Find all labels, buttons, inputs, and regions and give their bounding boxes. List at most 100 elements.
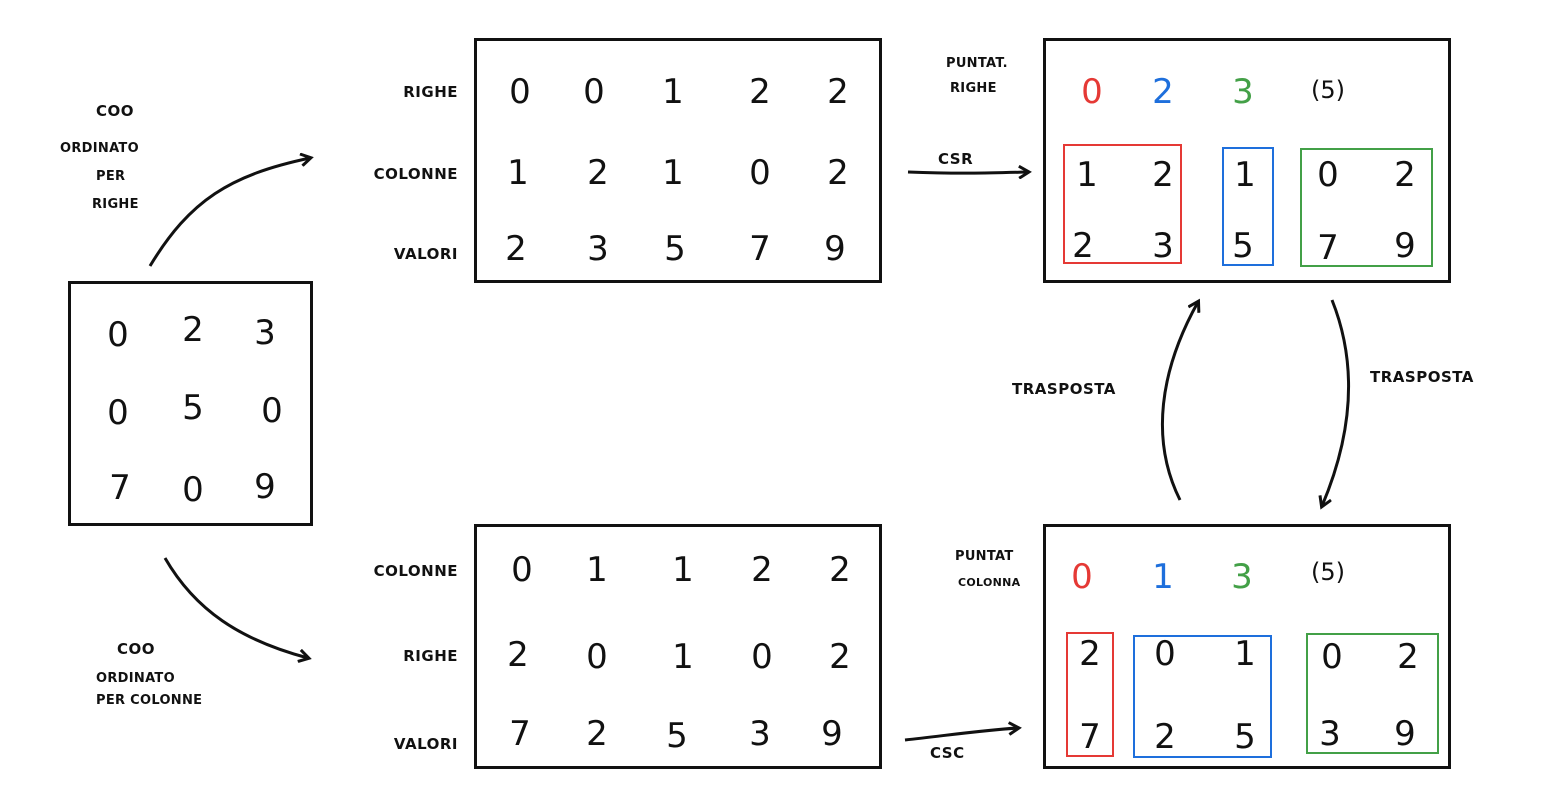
coo-colonne-2: 1 [662,153,684,193]
note-line: ORDINATO [60,141,139,156]
csc-val: 7 [1079,717,1101,757]
csr-arrow-label: CSR [938,150,974,168]
csc-val: 3 [1319,714,1341,754]
coo-righe-2: 1 [662,72,684,112]
coo-rows-box [474,38,882,283]
dense-matrix [68,281,313,526]
label-colonne: COLONNE [373,562,458,580]
note-line: RIGHE [92,197,139,212]
csc-row: 2 [1079,634,1101,674]
label-righe: RIGHE [403,83,458,101]
csr-pointer-2: 3 [1232,72,1254,112]
csr-pointer-0: 0 [1081,72,1103,112]
coo-colonne-1: 1 [586,550,608,590]
coo-valori-3: 7 [749,229,771,269]
note-line: PER [96,169,126,184]
csc-group-2 [1306,633,1439,754]
csc-val: 5 [1234,717,1256,757]
csc-pointer-2: 3 [1231,557,1253,597]
csc-row: 2 [1397,637,1419,677]
arrow-transpose-up [1160,302,1198,501]
csr-col: 2 [1152,155,1174,195]
csr-ptr-label: PUNTAT. [946,56,1008,71]
matrix-cell: 7 [109,468,131,508]
coo-righe-1: 0 [586,637,608,677]
csc-pointer-1: 1 [1152,557,1174,597]
csr-group-2 [1300,148,1433,267]
coo-colonne-3: 2 [751,550,773,590]
matrix-cell: 0 [182,470,204,510]
csc-row: 0 [1154,634,1176,674]
coo-colonne-1: 2 [587,153,609,193]
csr-val: 5 [1232,226,1254,266]
csr-val: 2 [1072,226,1094,266]
csr-col: 2 [1394,155,1416,195]
csc-arrow-label: CSC [930,744,965,762]
csr-col: 0 [1317,155,1339,195]
arrow-transpose-down [1322,299,1351,506]
arrow-to-coo-rows [148,158,310,267]
coo-righe-1: 0 [583,72,605,112]
csc-ptr-label: COLONNA [958,576,1021,589]
transpose-right-label: TRASPOSTA [1370,368,1474,386]
note-line: ORDINATO [96,671,175,686]
csr-box [1043,38,1451,283]
coo-valori-2: 5 [666,716,688,756]
arrow-csr [907,172,1028,173]
coo-valori-4: 9 [824,229,846,269]
coo-righe-4: 2 [827,72,849,112]
arrow-to-coo-cols [163,557,308,658]
coo-righe-3: 0 [751,637,773,677]
coo-colonne-0: 1 [507,153,529,193]
coo-righe-0: 0 [509,72,531,112]
csr-group-0 [1063,144,1182,264]
coo-valori-4: 9 [821,714,843,754]
coo-colonne-3: 0 [749,153,771,193]
csc-box [1043,524,1451,769]
coo-colonne-0: 0 [511,550,533,590]
csr-col: 1 [1234,155,1256,195]
csc-group-0 [1066,632,1114,757]
csr-val: 3 [1152,226,1174,266]
csc-row: 0 [1321,637,1343,677]
matrix-cell: 0 [107,315,129,355]
coo-valori-2: 5 [664,229,686,269]
coo-valori-0: 2 [505,229,527,269]
csc-pointer-end: (5) [1311,558,1345,586]
coo-cols-box [474,524,882,769]
note-line: PER COLONNE [96,693,203,708]
csc-group-1 [1133,635,1272,758]
matrix-cell: 2 [182,310,204,350]
coo-righe-0: 2 [507,635,529,675]
csc-pointer-0: 0 [1071,557,1093,597]
csr-val: 9 [1394,226,1416,266]
csr-val: 7 [1317,228,1339,268]
arrow-csc [904,728,1018,742]
csr-pointer-1: 2 [1152,72,1174,112]
coo-valori-1: 3 [587,229,609,269]
csc-row: 1 [1234,634,1256,674]
matrix-cell: 3 [254,313,276,353]
coo-righe-4: 2 [829,637,851,677]
label-valori: VALORI [393,735,458,753]
label-righe: RIGHE [403,647,458,665]
label-colonne: COLONNE [373,165,458,183]
csc-val: 2 [1154,717,1176,757]
transpose-left-label: TRASPOSTA [1012,380,1116,398]
matrix-cell: 9 [254,467,276,507]
coo-colonne-4: 2 [829,550,851,590]
coo-valori-1: 2 [586,714,608,754]
coo-colonne-2: 1 [672,550,694,590]
coo-righe-2: 1 [672,637,694,677]
coo-colonne-4: 2 [827,153,849,193]
csc-ptr-label: PUNTAT [955,549,1014,564]
csc-val: 9 [1394,714,1416,754]
note-line: COO [117,640,156,658]
csr-group-1 [1222,147,1274,266]
coo-righe-3: 2 [749,72,771,112]
matrix-cell: 0 [261,391,283,431]
csr-col: 1 [1076,155,1098,195]
matrix-cell: 5 [182,388,204,428]
csr-ptr-label: RIGHE [950,81,997,96]
